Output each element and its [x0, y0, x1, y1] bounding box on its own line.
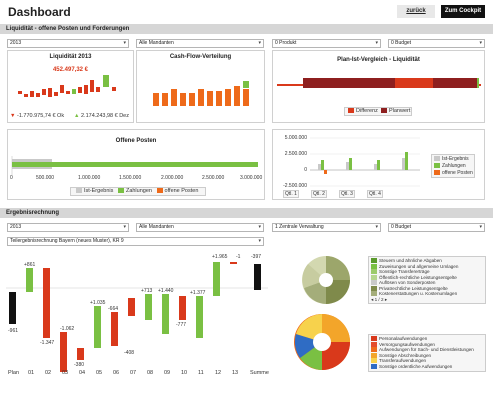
waterfall-label-plan: -961 — [8, 328, 18, 334]
waterfall-x-axis: Plan 01 02 03 04 05 06 07 08 09 10 11 12… — [8, 370, 269, 376]
pager-prev-icon[interactable]: ◂ — [371, 296, 374, 302]
quarters-panel: 5.000.000 2.500.000 0 -2.500.000 Qtl. 1 … — [272, 129, 485, 200]
planist-legend: Differenz Planwert — [344, 107, 412, 116]
waterfall-chart: -961 +861 -1.347 -1.062 -380 +1.035 -664… — [6, 254, 268, 372]
pager-next-icon[interactable]: ▸ — [384, 296, 388, 302]
pie-ertraege — [302, 256, 350, 304]
waterfall-label-11: +1.377 — [190, 290, 206, 296]
produkt-select[interactable]: 0 Produkt — [272, 39, 381, 48]
waterfall-label-01: +861 — [24, 262, 35, 268]
legend-swatch-planwert — [380, 108, 387, 114]
legend-swatch-zahlungen — [117, 188, 124, 194]
legend-swatch-offene — [156, 188, 163, 194]
waterfall-label-13: -1 — [236, 254, 241, 260]
up-arrow-icon: ▲ — [74, 113, 80, 119]
planist-panel: Plan-Ist-Vergleich - Liquidität Differen… — [272, 50, 485, 123]
pie-aufwendungen — [294, 314, 350, 370]
legend-swatch-ist — [76, 188, 82, 194]
waterfall-label-02: -1.347 — [40, 340, 54, 346]
liquiditaet-panel: Liquidität 2013 452.497,32 € ▼ -1.770.97… — [7, 50, 134, 123]
down-arrow-icon: ▼ — [10, 113, 16, 119]
pie-aufwendungen-legend: Personalaufwendungen Versorgungsaufwendu… — [368, 334, 486, 372]
section-ergebnis-header: Ergebnisrechnung — [0, 208, 493, 218]
liquiditaet-value: 452.497,32 € — [52, 67, 89, 73]
cashflow-panel: Cash-Flow-Verteilung — [136, 50, 265, 123]
mandant-select[interactable]: Alle Mandanten — [136, 39, 264, 48]
legend-swatch-differenz — [348, 108, 354, 114]
offene-posten-legend: Ist-Ergebnis Zahlungen offene Posten — [70, 187, 206, 196]
waterfall-label-04: -380 — [74, 362, 84, 368]
planist-bar — [277, 78, 481, 88]
offene-posten-panel: Offene Posten 0 500.000 1.000.000 1.500.… — [7, 129, 265, 200]
waterfall-label-03: -1.062 — [60, 326, 74, 332]
offene-posten-axis: 0 500.000 1.000.000 1.500.000 2.000.000 … — [10, 175, 263, 181]
quarters-bars — [310, 137, 420, 187]
waterfall-label-summe: -397 — [251, 254, 261, 260]
budget2-select[interactable]: 0 Budget — [388, 223, 485, 232]
liquiditaet-bars — [18, 75, 116, 97]
liquiditaet-title: Liquidität 2013 — [49, 54, 92, 60]
waterfall-label-12: +1.965 — [212, 254, 228, 260]
page-header — [0, 0, 493, 22]
liquiditaet-min: ▼ -1.770.975,74 € Ok — [10, 113, 65, 119]
waterfall-label-10: -777 — [176, 322, 186, 328]
liquiditaet-max: ▲ 2.174.243,98 € Dez — [74, 113, 129, 119]
offene-posten-title: Offene Posten — [115, 138, 157, 144]
cockpit-button[interactable]: Zum Cockpit — [441, 5, 485, 18]
year2-select[interactable]: 2013 — [7, 223, 129, 232]
cashflow-title: Cash-Flow-Verteilung — [169, 54, 232, 60]
waterfall-label-06: -664 — [108, 306, 118, 312]
offene-posten-bars — [11, 156, 258, 175]
waterfall-label-05: +1.035 — [90, 300, 106, 306]
waterfall-label-09: +1.440 — [158, 288, 174, 294]
back-button[interactable]: zurück — [397, 5, 435, 18]
budget-select[interactable]: 0 Budget — [388, 39, 485, 48]
section-liquiditaet-header: Liquidität - offene Posten und Forderung… — [0, 24, 493, 34]
mandant2-select[interactable]: Alle Mandanten — [136, 223, 264, 232]
pie-ertraege-legend: Steuern und ähnliche Abgaben Zuweisungen… — [368, 256, 486, 304]
year-select[interactable]: 2013 — [7, 39, 129, 48]
cashflow-bars — [153, 81, 249, 106]
planist-title: Plan-Ist-Vergleich - Liquidität — [337, 57, 420, 63]
quarters-legend: Ist-Ergebnis Zahlungen offene Posten — [431, 154, 475, 178]
verwaltung-select[interactable]: 1 Zentrale Verwaltung — [272, 223, 381, 232]
waterfall-label-07: -408 — [124, 350, 134, 356]
pie-ertraege-pager[interactable]: ◂ 1 / 2 ▸ — [371, 296, 388, 302]
teilergebnis-select[interactable]: Teilergebnisrechnung Bayern (neues Muste… — [7, 237, 264, 246]
page-title: Dashboard — [8, 5, 71, 19]
waterfall-label-08: +713 — [141, 288, 152, 294]
